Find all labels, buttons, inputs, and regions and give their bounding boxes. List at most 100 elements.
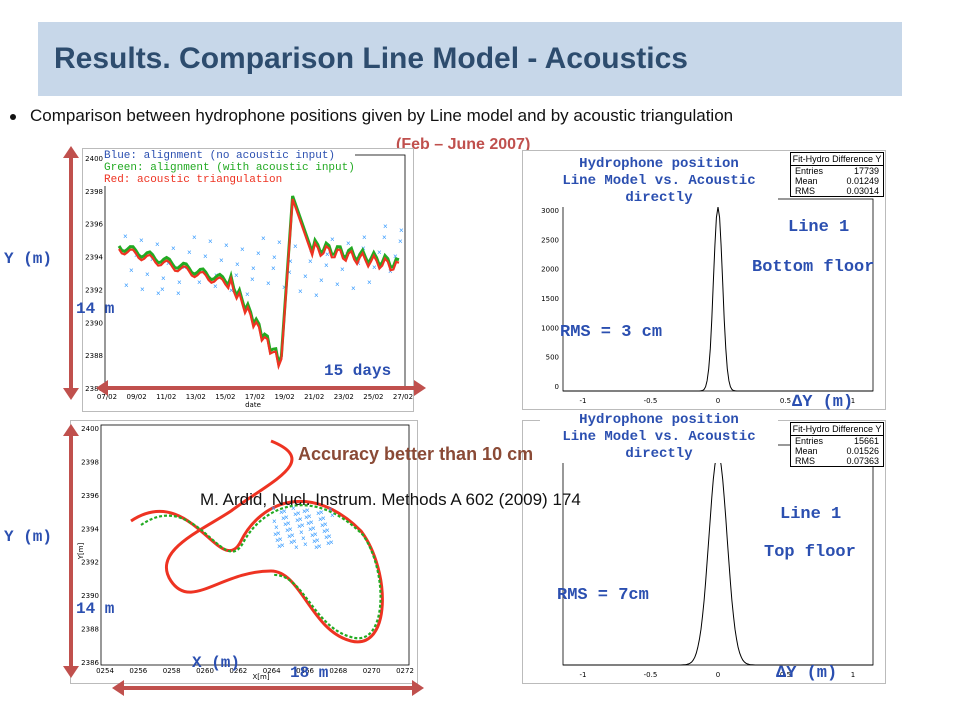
y-tick-label: 3000 bbox=[541, 207, 559, 215]
blue-marker: × bbox=[282, 283, 287, 292]
x-tick-label: 19/02 bbox=[275, 393, 295, 401]
stats-row: RMS 0.07363 bbox=[795, 456, 879, 466]
x-tick-label: -1 bbox=[580, 397, 587, 405]
blue-marker: × bbox=[388, 267, 393, 276]
blue-marker: × bbox=[305, 506, 310, 515]
x-tick-label: 25/02 bbox=[363, 393, 383, 401]
blue-marker: × bbox=[213, 282, 218, 291]
blue-marker: × bbox=[177, 278, 182, 287]
y-tick-label: 2388 bbox=[81, 626, 99, 634]
bullet-dot bbox=[10, 113, 16, 120]
x-tick-label: 0272 bbox=[396, 667, 414, 675]
blue-marker: × bbox=[271, 504, 276, 513]
blue-marker: × bbox=[356, 259, 361, 268]
blue-marker: × bbox=[316, 509, 321, 518]
slide-title: Results. Comparison Line Model - Acousti… bbox=[54, 42, 688, 75]
bullet-point: Comparison between hydrophone positions … bbox=[10, 106, 733, 126]
blue-marker: × bbox=[272, 517, 277, 526]
stats-row: Mean 0.01526 bbox=[795, 446, 879, 456]
blue-marker: × bbox=[274, 523, 279, 532]
blue-marker: × bbox=[161, 274, 166, 283]
blue-marker: × bbox=[124, 281, 129, 290]
y-tick-label: 2398 bbox=[81, 458, 99, 466]
blue-marker: × bbox=[277, 238, 282, 247]
blue-marker: × bbox=[335, 280, 340, 289]
blue-marker: × bbox=[275, 536, 280, 545]
y-tick-label: 2394 bbox=[85, 254, 103, 262]
x-tick-label: 1 bbox=[851, 397, 855, 405]
y-span-label-top: 14 m bbox=[76, 300, 115, 318]
blue-marker: × bbox=[372, 263, 377, 272]
blue-marker: × bbox=[340, 265, 345, 274]
blue-marker: × bbox=[139, 236, 144, 245]
blue-marker: × bbox=[224, 241, 229, 250]
x-tick-label: 0266 bbox=[296, 667, 314, 675]
blue-marker: × bbox=[129, 266, 134, 275]
x-tick-label: 13/02 bbox=[186, 393, 206, 401]
blue-marker: × bbox=[317, 542, 322, 551]
blue-marker: × bbox=[325, 250, 330, 259]
x-tick-label: 0.5 bbox=[780, 671, 791, 679]
legend-green: Green: alignment (with acoustic input) bbox=[104, 162, 355, 174]
blue-marker: × bbox=[282, 507, 287, 516]
blue-marker: × bbox=[287, 268, 292, 277]
y-tick-label: 2500 bbox=[541, 236, 559, 244]
stats-box-top: Fit-Hydro Difference Y Entries 17739 Mean… bbox=[790, 152, 884, 197]
y-tick-label: 2390 bbox=[81, 592, 99, 600]
y-tick-label: 500 bbox=[546, 354, 559, 362]
y-span-arrow-bottom bbox=[63, 424, 79, 678]
delta-y-label-bottom: ∆Y (m) bbox=[776, 664, 838, 683]
blue-marker: × bbox=[292, 537, 297, 546]
y-tick-label: 2394 bbox=[81, 525, 99, 533]
y-tick-label: 2400 bbox=[81, 425, 99, 433]
x-tick-label: -0.5 bbox=[644, 397, 658, 405]
blue-marker: × bbox=[271, 264, 276, 273]
series-red-track bbox=[130, 439, 384, 644]
floor-label-bottom: Top floor bbox=[764, 543, 856, 562]
legend-red: Red: acoustic triangulation bbox=[104, 174, 283, 186]
y-axis-label-bottom: Y (m) bbox=[4, 528, 53, 546]
blue-marker: × bbox=[140, 285, 145, 294]
y-tick-label: 2392 bbox=[85, 286, 103, 294]
histogram-top-caption: Hydrophone position Line Model vs. Acous… bbox=[540, 156, 778, 207]
blue-marker: × bbox=[283, 520, 288, 529]
blue-marker: × bbox=[308, 525, 313, 534]
stats-row: Entries 17739 bbox=[795, 166, 879, 176]
blue-marker: × bbox=[278, 535, 283, 544]
time-series-plot: 2400 2398 2396 2394 2392 2390 2388 2386 07/02 09… bbox=[82, 148, 414, 412]
blue-marker: × bbox=[293, 510, 298, 519]
stats-box-bottom: Fit-Hydro Difference Y Entries 15661 Mean… bbox=[790, 422, 884, 467]
y-tick-label: 2398 bbox=[85, 188, 103, 196]
blue-marker: × bbox=[155, 240, 160, 249]
y-tick-label: 1000 bbox=[541, 324, 559, 332]
x-span-arrow bbox=[112, 680, 424, 696]
blue-marker: × bbox=[298, 515, 303, 524]
plot-legend: Blue: alignment (no acoustic input) Gree… bbox=[104, 150, 355, 186]
blue-marker: × bbox=[293, 242, 298, 251]
blue-marker: × bbox=[393, 252, 398, 261]
x-tick-label: 17/02 bbox=[245, 393, 265, 401]
y-tick-label: 2396 bbox=[85, 221, 103, 229]
blue-marker: × bbox=[306, 519, 311, 528]
blue-marker: × bbox=[318, 515, 323, 524]
y-tick-label: 2388 bbox=[85, 352, 103, 360]
blue-marker: × bbox=[208, 237, 213, 246]
blue-marker: × bbox=[234, 271, 239, 280]
blue-marker: × bbox=[303, 540, 308, 549]
y-span-label-bottom: 14 m bbox=[76, 600, 115, 618]
x-tick-label: 0 bbox=[716, 671, 720, 679]
period-label: (Feb – June 2007) bbox=[396, 136, 531, 153]
blue-marker: × bbox=[326, 539, 331, 548]
blue-marker: × bbox=[291, 504, 296, 513]
blue-marker: × bbox=[319, 508, 324, 517]
xy-track-svg: 2400 2398 2396 2394 2392 2390 2388 2386 0254 025… bbox=[77, 424, 414, 681]
days-arrow bbox=[96, 380, 426, 396]
blue-marker: × bbox=[297, 522, 302, 531]
delta-y-label-top: ∆Y (m) bbox=[792, 393, 854, 412]
blue-marker: × bbox=[281, 514, 286, 523]
stats-row: RMS 0.03014 bbox=[795, 186, 879, 196]
citation: M. Ardid, Nucl. Instrum. Methods A 602 (… bbox=[200, 490, 581, 509]
x-tick-label: 1 bbox=[851, 671, 855, 679]
x-axis-title: X[m] bbox=[252, 673, 269, 681]
blue-marker: × bbox=[328, 505, 333, 514]
